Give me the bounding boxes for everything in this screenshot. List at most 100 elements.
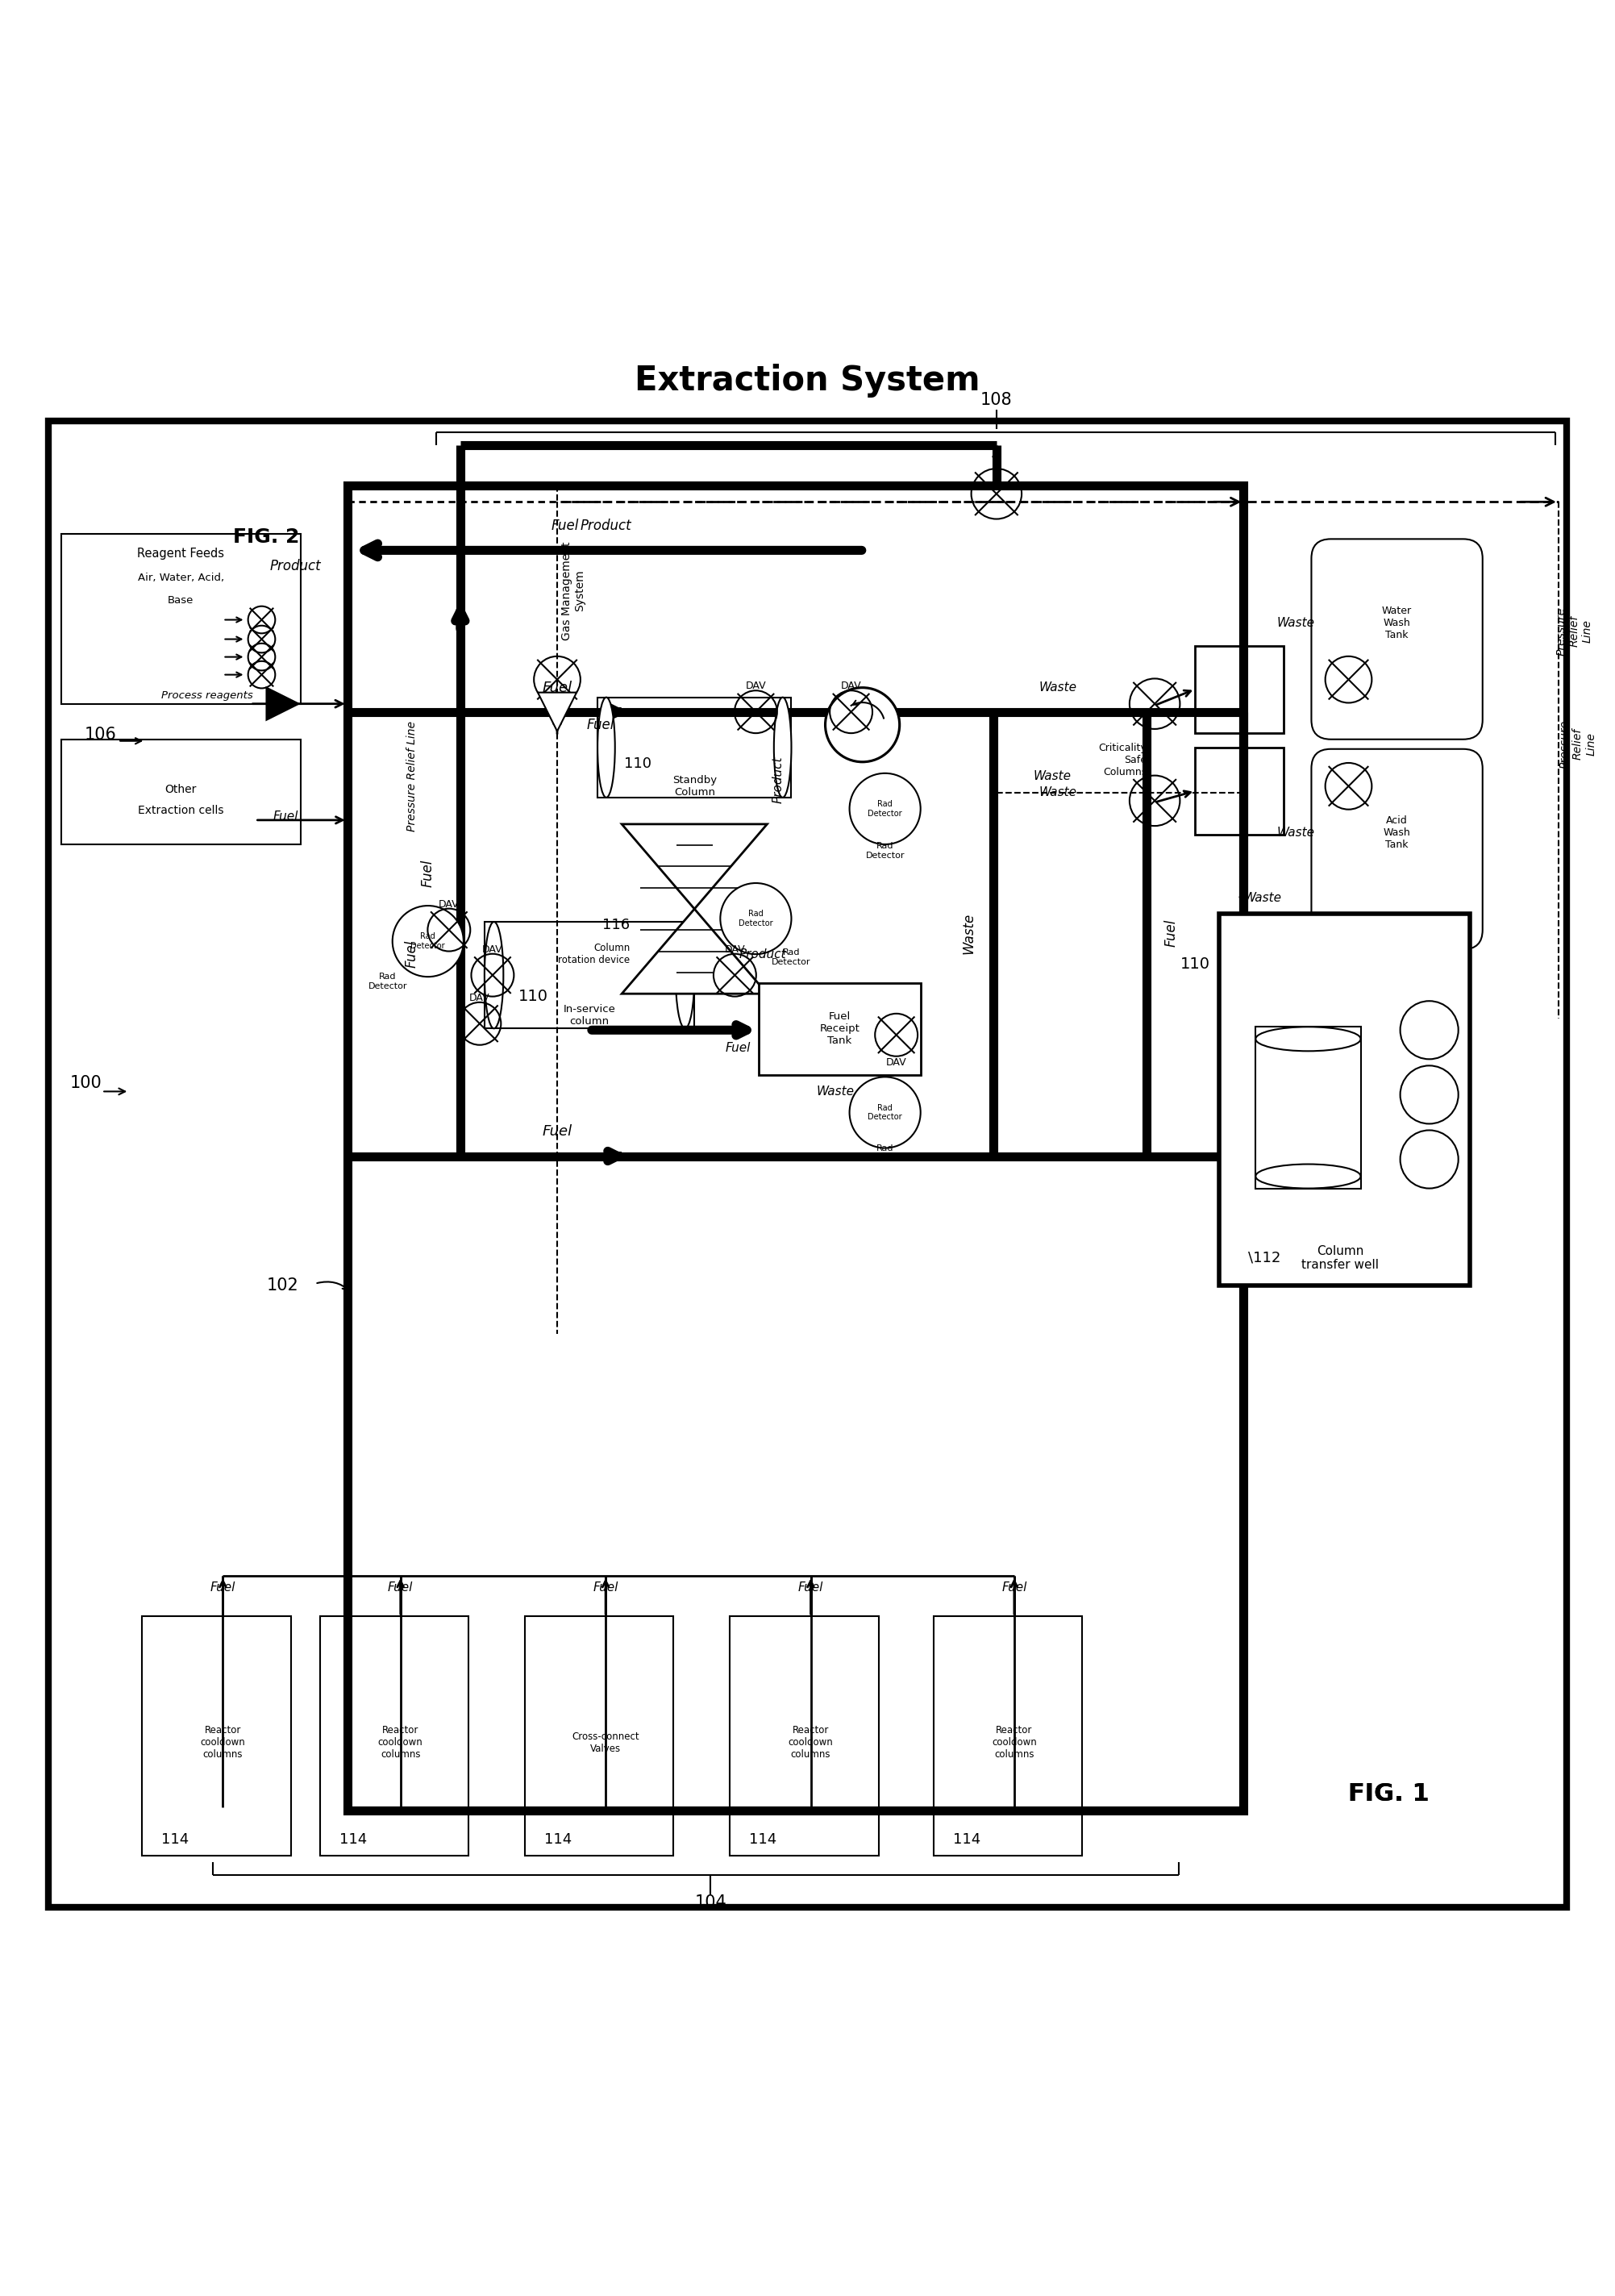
Text: Product: Product (738, 948, 787, 960)
Text: Reactor
cooldown
columns: Reactor cooldown columns (378, 1724, 423, 1759)
Text: Waste: Waste (1040, 682, 1077, 693)
Text: Fuel: Fuel (388, 1582, 413, 1593)
Ellipse shape (675, 923, 694, 1029)
Bar (759, 983, 921, 1075)
Text: 110: 110 (1181, 955, 1210, 971)
Text: Waste: Waste (963, 912, 975, 953)
Text: Pressure Relief Line: Pressure Relief Line (407, 721, 417, 831)
Text: Standby
Column: Standby Column (672, 774, 717, 797)
Text: Fuel: Fuel (586, 719, 614, 732)
Circle shape (825, 687, 900, 762)
Text: Rad
Detector: Rad Detector (772, 948, 811, 967)
Text: Cross-connect
Valves: Cross-connect Valves (572, 1731, 640, 1754)
Ellipse shape (1256, 1026, 1360, 1052)
Circle shape (720, 884, 791, 955)
Text: 110: 110 (625, 755, 651, 771)
Text: Waste: Waste (1034, 771, 1071, 783)
Text: Reactor
cooldown
columns: Reactor cooldown columns (200, 1724, 245, 1759)
Bar (933, 1616, 1082, 1855)
Text: FIG. 1: FIG. 1 (1349, 1782, 1429, 1807)
Text: Waste: Waste (1277, 618, 1315, 629)
Text: Waste: Waste (1277, 827, 1315, 838)
Text: In-service
column: In-service column (564, 1003, 615, 1026)
Text: Waste: Waste (1244, 891, 1281, 905)
Text: Rad
Detector: Rad Detector (866, 843, 904, 859)
Text: DAV: DAV (483, 944, 502, 955)
Circle shape (849, 1077, 921, 1148)
Text: Reactor
cooldown
columns: Reactor cooldown columns (992, 1724, 1037, 1759)
Circle shape (1400, 1130, 1458, 1189)
Text: Rad
Detector: Rad Detector (867, 799, 903, 817)
Text: Fuel: Fuel (798, 1582, 824, 1593)
Text: Fuel: Fuel (273, 810, 299, 822)
Text: 108: 108 (980, 393, 1013, 409)
Text: 106: 106 (84, 726, 116, 742)
Bar (525, 1616, 673, 1855)
Text: 114: 114 (953, 1832, 980, 1846)
Ellipse shape (1256, 1164, 1360, 1189)
Bar (347, 487, 1244, 1809)
Bar (320, 1616, 468, 1855)
Text: 100: 100 (69, 1075, 102, 1091)
Text: 114: 114 (749, 1832, 777, 1846)
Text: 114: 114 (339, 1832, 367, 1846)
Text: Product: Product (772, 755, 785, 804)
Text: Waste: Waste (816, 1086, 854, 1097)
Text: 110: 110 (518, 990, 547, 1003)
Circle shape (392, 905, 464, 976)
Circle shape (1400, 1001, 1458, 1058)
Text: Air, Water, Acid,: Air, Water, Acid, (137, 572, 224, 583)
FancyBboxPatch shape (1311, 540, 1483, 739)
Ellipse shape (598, 698, 615, 797)
Text: DAV: DAV (887, 1058, 906, 1068)
Text: Product: Product (270, 560, 321, 574)
Text: Other: Other (165, 783, 197, 794)
Text: Fuel
Receipt
Tank: Fuel Receipt Tank (820, 1010, 859, 1045)
Text: DAV: DAV (746, 682, 766, 691)
Text: DAV: DAV (439, 898, 459, 909)
Text: Pressure
Relief
Line: Pressure Relief Line (1555, 606, 1594, 654)
Text: Fuel: Fuel (1001, 1582, 1027, 1593)
Circle shape (1400, 1065, 1458, 1123)
Text: 114: 114 (162, 1832, 189, 1846)
Text: Column
transfer well: Column transfer well (1302, 1244, 1379, 1272)
Bar (1219, 914, 1470, 1286)
Text: Waste: Waste (1040, 788, 1077, 799)
Text: Reactor
cooldown
columns: Reactor cooldown columns (788, 1724, 833, 1759)
Text: Criticality
Safe
Columns: Criticality Safe Columns (1098, 744, 1147, 778)
Text: Fuel: Fuel (543, 680, 572, 696)
Text: Gas Management
System: Gas Management System (560, 542, 586, 641)
Text: Rad
Detector: Rad Detector (410, 932, 446, 951)
Text: FIG. 2: FIG. 2 (233, 528, 300, 546)
Text: DAV: DAV (841, 682, 861, 691)
Text: Rad
Detector: Rad Detector (867, 1104, 903, 1120)
Text: \112: \112 (1248, 1251, 1281, 1265)
Text: Fuel: Fuel (422, 859, 434, 886)
Text: Pressure
Relief
Line: Pressure Relief Line (1558, 721, 1597, 769)
Text: FIG. 1: FIG. 1 (1349, 1782, 1429, 1807)
Text: Base: Base (168, 595, 194, 606)
Text: Rad
Detector: Rad Detector (738, 909, 774, 928)
Ellipse shape (484, 923, 504, 1029)
Text: DAV: DAV (725, 944, 745, 955)
Bar (598, 698, 791, 797)
Text: Fuel: Fuel (210, 1582, 236, 1593)
Bar (1195, 748, 1284, 836)
Bar (1195, 645, 1284, 732)
Ellipse shape (774, 698, 791, 797)
Bar (730, 1616, 879, 1855)
Text: Fuel: Fuel (593, 1582, 619, 1593)
Text: Acid
Wash
Tank: Acid Wash Tank (1384, 815, 1410, 850)
Text: Column
rotation device: Column rotation device (559, 944, 630, 964)
Text: Water
Wash
Tank: Water Wash Tank (1382, 606, 1412, 641)
Text: Extraction System: Extraction System (635, 363, 980, 397)
Text: Extraction cells: Extraction cells (137, 804, 224, 815)
Text: Fuel: Fuel (551, 519, 580, 533)
Text: 104: 104 (694, 1894, 727, 1910)
Polygon shape (622, 824, 767, 909)
Bar (61, 739, 300, 845)
Circle shape (849, 774, 921, 845)
Text: Process reagents: Process reagents (162, 691, 252, 700)
Bar (142, 1616, 291, 1855)
Polygon shape (266, 687, 299, 721)
